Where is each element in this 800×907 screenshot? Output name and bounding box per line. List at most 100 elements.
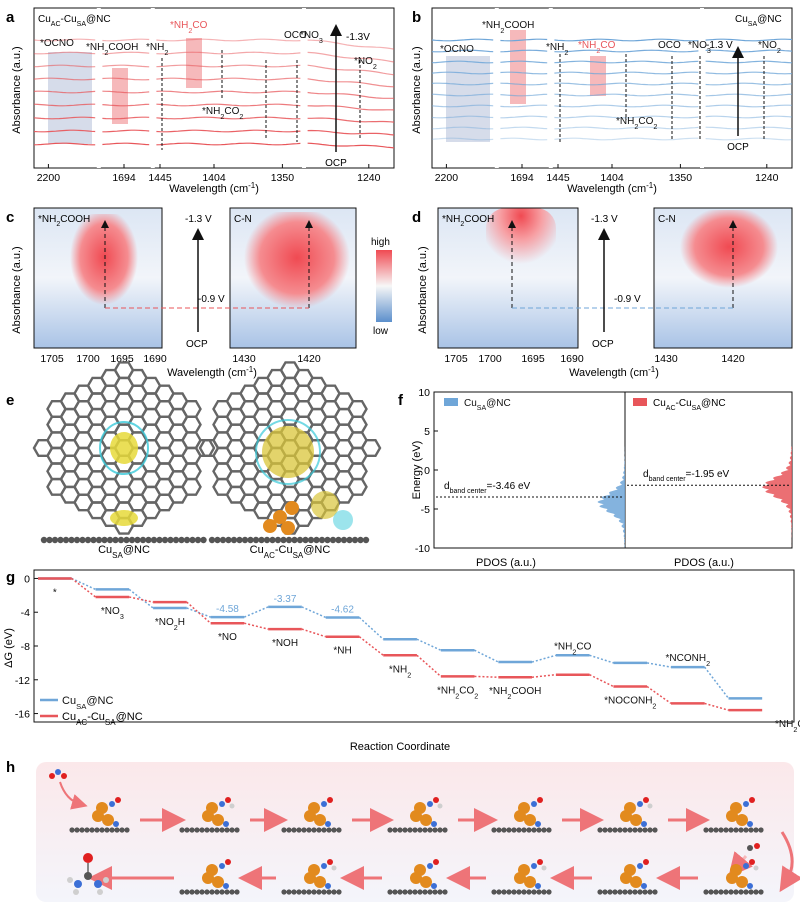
spectrum-line — [431, 104, 793, 108]
surface-atom — [491, 827, 497, 833]
surface-atom — [124, 827, 130, 833]
carbon-atom — [241, 536, 249, 544]
carbon-atom — [357, 536, 364, 544]
spectrum-line — [33, 103, 395, 111]
surface-atom — [417, 827, 423, 833]
panel-g-plot: 0 -4 -8 -12 -16 * *NO3 *NO2H *NO *NOH *NH *NH2 *NH2C… — [15, 569, 800, 734]
surface-atom — [733, 827, 739, 833]
surface-atom — [224, 827, 230, 833]
cu-atom — [281, 521, 295, 535]
carbon-atom — [150, 536, 158, 544]
carbon-atom — [230, 536, 238, 544]
n-atom — [74, 880, 82, 888]
carbon-atom — [252, 536, 260, 544]
carbon-atom — [214, 536, 221, 544]
carbon-atom — [351, 536, 359, 544]
n-atom — [747, 883, 753, 889]
n-atom — [531, 863, 537, 869]
o-atom — [433, 797, 439, 803]
band-label: OCO — [658, 40, 681, 51]
n-atom — [219, 801, 225, 807]
colorbar-high-label: high — [371, 237, 390, 248]
cu-atom — [308, 864, 320, 876]
cu-atom — [414, 802, 426, 814]
panel-g-xlabel: Reaction Coordinate — [350, 741, 450, 753]
surface-atom — [402, 827, 408, 833]
carbon-ring — [140, 501, 162, 520]
surface-atom — [442, 827, 448, 833]
cu-atom — [518, 802, 530, 814]
surface-atom — [79, 827, 85, 833]
panel-letter-a: a — [6, 9, 15, 26]
h-atom — [73, 889, 79, 895]
surface-atom — [224, 889, 230, 895]
surface-atom — [531, 827, 537, 833]
cu-atom — [285, 501, 299, 515]
tick-c-1700: 1700 — [76, 353, 100, 365]
surface-atom — [219, 827, 225, 833]
heatmap-c-right-hot — [244, 212, 350, 314]
y-tick-label: 0 — [424, 465, 430, 477]
carbon-atom — [219, 536, 227, 544]
y-tick-label: 5 — [424, 426, 430, 438]
surface-atom — [326, 827, 332, 833]
cu-atom — [518, 864, 530, 876]
n-atom — [223, 821, 229, 827]
surface-atom — [427, 889, 433, 895]
surface-atom — [536, 827, 542, 833]
tick-d-1705: 1705 — [444, 353, 468, 365]
legend-label-cuac: CuAC-CuSA@NC — [653, 398, 726, 412]
surface-atom — [291, 827, 297, 833]
surface-atom — [229, 827, 235, 833]
surface-atom — [713, 827, 719, 833]
legend-label-cusa: CuSA@NC — [62, 695, 113, 711]
energy-connector — [646, 662, 672, 668]
heatmap-d-potential-top: -1.3 V — [591, 214, 618, 225]
surface-atom — [94, 827, 100, 833]
x-tick-label: 1694 — [112, 172, 136, 184]
surface-atom — [316, 889, 322, 895]
n-atom — [427, 863, 433, 869]
spectrum-line — [431, 126, 793, 130]
panel-e-label-cuac: CuAC-CuSA@NC — [250, 544, 331, 560]
o-atom — [537, 859, 543, 865]
o-atom — [225, 797, 231, 803]
cu-atom — [420, 814, 432, 826]
surface-atom — [306, 889, 312, 895]
panel-h: h — [6, 759, 800, 902]
surface-atom — [321, 827, 327, 833]
step-label: *NOCONH2 — [604, 696, 656, 711]
surface-atom — [728, 889, 734, 895]
surface-atom — [491, 889, 497, 895]
surface-atom — [387, 827, 393, 833]
carbon-ring — [360, 439, 382, 457]
surface-atom — [199, 827, 205, 833]
surface-atom — [723, 827, 729, 833]
heatmap-d-right-hot — [680, 210, 778, 292]
spectrum-line — [431, 115, 793, 119]
tick-d-1700: 1700 — [478, 353, 502, 365]
tick-d-1695: 1695 — [521, 353, 545, 365]
cu-atom — [212, 876, 224, 888]
o-atom — [327, 797, 333, 803]
carbon-atom — [247, 536, 254, 544]
side-view-cuac — [208, 536, 370, 544]
surface-atom — [397, 889, 403, 895]
panel-f-xlabel-left: PDOS (a.u.) — [476, 557, 536, 569]
y-tick-label: -4 — [21, 607, 30, 619]
o-atom — [749, 797, 755, 803]
carbon-atom — [106, 536, 114, 544]
panel-g-ylabel: ΔG (eV) — [3, 628, 15, 668]
surface-atom — [194, 889, 200, 895]
carbon-atom — [340, 536, 348, 544]
carbon-atom — [307, 536, 315, 544]
n-atom — [223, 883, 229, 889]
surface-atom — [647, 889, 653, 895]
n-atom — [431, 883, 437, 889]
energy-connector — [358, 616, 384, 640]
surface-atom — [612, 889, 618, 895]
turn-arrow — [779, 831, 800, 893]
colorbar-low-label: low — [373, 326, 389, 337]
heatmap-d-right-frame — [653, 207, 793, 349]
n-atom — [743, 801, 749, 807]
